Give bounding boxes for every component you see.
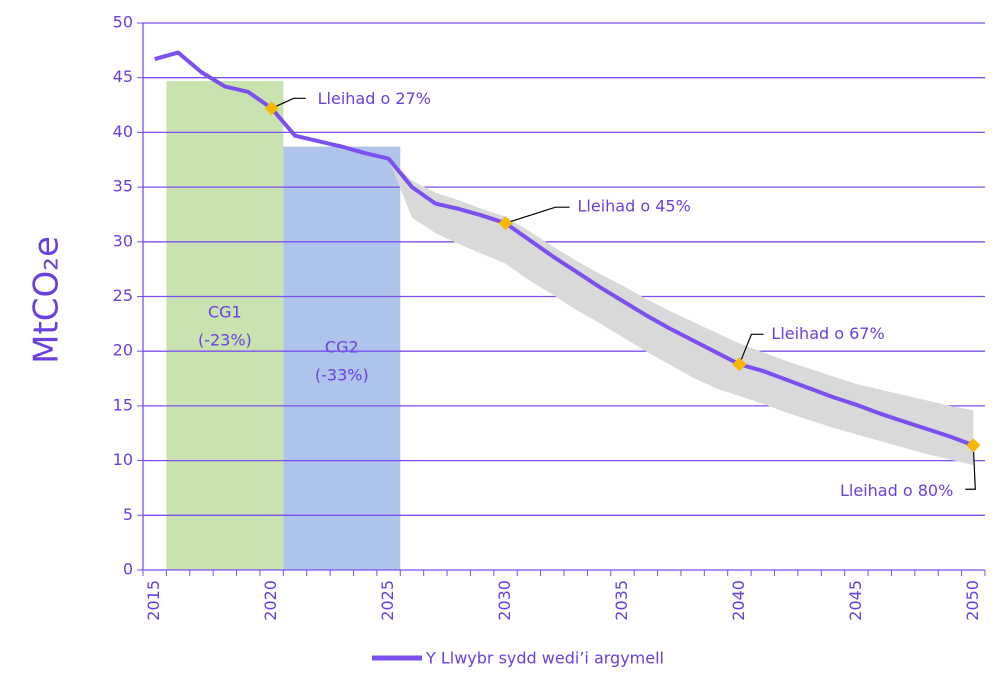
annotation: Lleihad o 80% — [840, 481, 953, 500]
budget-label: CG1 — [208, 303, 242, 322]
line-series — [154, 50, 975, 448]
x-tick-label: 2025 — [378, 580, 397, 621]
budget-sublabel: (-33%) — [315, 366, 369, 385]
y-tick-label: 10 — [113, 450, 133, 469]
x-tick-label: 2045 — [846, 580, 865, 621]
point-marker — [966, 438, 981, 453]
x-tick-label: 2020 — [261, 580, 280, 621]
point-marker — [498, 216, 513, 231]
y-tick-label: 35 — [113, 177, 133, 196]
annotation-leader — [738, 333, 764, 365]
y-tick-label: 0 — [123, 560, 133, 579]
annotation-leader — [965, 445, 976, 490]
annotation: Lleihad o 67% — [771, 324, 884, 343]
legend-label: Y Llwybr sydd wedi’i argymell — [425, 649, 664, 668]
budget-sublabel: (-23%) — [198, 331, 252, 350]
y-tick-label: 40 — [113, 122, 133, 141]
budget-label: CG2 — [325, 338, 359, 357]
budget-bar — [283, 146, 401, 570]
y-tick-label: 20 — [113, 341, 133, 360]
x-tick-label: 2015 — [144, 580, 163, 621]
y-tick-label: 50 — [113, 13, 133, 32]
range-band — [295, 135, 974, 465]
x-tick-label: 2050 — [963, 580, 982, 621]
x-tick-label: 2035 — [612, 580, 631, 621]
y-axis-label: MtCO₂e — [27, 236, 67, 364]
annotation: Lleihad o 27% — [318, 89, 431, 108]
budget-bar — [166, 80, 284, 571]
y-tick-label: 25 — [113, 286, 133, 305]
y-tick-label: 15 — [113, 395, 133, 414]
annotation-leader — [271, 97, 306, 109]
y-tick-label: 30 — [113, 231, 133, 250]
annotation: Lleihad o 45% — [578, 197, 691, 216]
x-tick-label: 2040 — [729, 580, 748, 621]
point-marker — [732, 357, 747, 372]
x-tick-label: 2030 — [495, 580, 514, 621]
y-tick-label: 5 — [123, 505, 133, 524]
y-tick-label: 45 — [113, 67, 133, 86]
annotation-leader — [505, 206, 570, 224]
point-marker — [264, 101, 279, 116]
